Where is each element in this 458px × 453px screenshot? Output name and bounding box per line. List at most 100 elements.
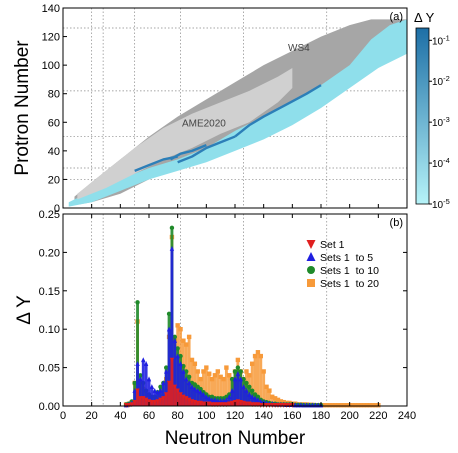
bar bbox=[138, 379, 142, 406]
point bbox=[258, 403, 263, 408]
bar bbox=[233, 379, 237, 406]
point bbox=[178, 361, 183, 366]
point bbox=[344, 403, 349, 408]
point bbox=[181, 394, 186, 400]
bar bbox=[256, 352, 260, 406]
point bbox=[143, 397, 149, 403]
x-tick-label: 20 bbox=[86, 410, 98, 422]
point bbox=[198, 376, 203, 382]
point bbox=[244, 387, 249, 393]
point bbox=[367, 403, 372, 408]
bar bbox=[159, 399, 162, 406]
point bbox=[198, 386, 203, 392]
point bbox=[252, 395, 258, 401]
colorbar-tick-label: 10-3 bbox=[432, 115, 450, 129]
bar bbox=[239, 379, 243, 406]
point bbox=[143, 361, 149, 366]
point bbox=[166, 311, 172, 317]
point bbox=[336, 403, 341, 408]
high-sensitivity-segment bbox=[134, 155, 178, 172]
bar bbox=[173, 340, 177, 406]
point bbox=[224, 365, 229, 370]
point bbox=[181, 363, 186, 369]
x-tick-label: 60 bbox=[143, 410, 155, 422]
bar bbox=[227, 375, 231, 406]
point bbox=[215, 397, 220, 403]
bar bbox=[187, 382, 191, 406]
bar bbox=[170, 248, 174, 406]
bar bbox=[141, 359, 145, 406]
legend-marker-triangle-up bbox=[306, 252, 316, 261]
panel-b-y-axis-label: Δ Y bbox=[14, 295, 35, 325]
bar bbox=[222, 379, 225, 406]
bar bbox=[253, 398, 257, 406]
point bbox=[192, 361, 198, 366]
point bbox=[152, 399, 157, 405]
point bbox=[224, 397, 229, 403]
panel-a-y-ticks: 0 20 40 60 80 100 120 140 bbox=[42, 3, 67, 215]
legend-item-set-1: Set 1 bbox=[306, 239, 345, 251]
panel-a-regions bbox=[68, 19, 407, 207]
point bbox=[270, 394, 275, 399]
point bbox=[166, 326, 172, 332]
point bbox=[212, 397, 218, 403]
point bbox=[247, 384, 252, 389]
point bbox=[201, 391, 206, 397]
point bbox=[204, 394, 209, 399]
point bbox=[186, 374, 192, 380]
point bbox=[327, 403, 332, 408]
colorbar-tick-label: 10-4 bbox=[432, 156, 450, 170]
point bbox=[272, 403, 278, 408]
point bbox=[241, 384, 246, 389]
point bbox=[141, 357, 146, 363]
point bbox=[275, 397, 281, 403]
bar bbox=[138, 398, 142, 406]
bar bbox=[136, 390, 139, 406]
point bbox=[364, 403, 370, 408]
bar bbox=[136, 363, 139, 406]
point bbox=[250, 388, 255, 393]
y-tick-label: 80 bbox=[48, 89, 60, 101]
bar bbox=[213, 375, 217, 406]
bar bbox=[199, 392, 203, 406]
point bbox=[155, 389, 160, 395]
point bbox=[178, 353, 183, 359]
panel-a-label: (a) bbox=[390, 11, 403, 23]
point bbox=[255, 397, 261, 403]
high-sensitivity-segment bbox=[177, 135, 236, 164]
point bbox=[169, 245, 175, 251]
panel-b-x-ticks: 0 20 40 60 80 100 120 140 160 180 200 220 240 bbox=[60, 214, 416, 422]
point bbox=[161, 396, 166, 402]
point bbox=[321, 403, 327, 408]
point bbox=[129, 402, 134, 408]
point bbox=[198, 389, 203, 395]
point bbox=[241, 376, 246, 382]
bar bbox=[227, 396, 231, 406]
x-tick-label: 140 bbox=[254, 410, 272, 422]
point bbox=[275, 403, 281, 408]
panel-a-y-axis-label: Protron Number bbox=[12, 40, 33, 176]
bar bbox=[210, 379, 214, 406]
colorbar: Δ Y 10-1 10-2 10-3 10-4 10-5 bbox=[414, 10, 450, 211]
x-tick-label: 120 bbox=[226, 410, 244, 422]
point bbox=[287, 403, 292, 408]
point bbox=[353, 403, 358, 408]
point bbox=[341, 403, 347, 408]
point bbox=[338, 403, 344, 408]
point bbox=[201, 369, 206, 374]
point bbox=[227, 373, 232, 378]
point bbox=[267, 388, 272, 393]
bar bbox=[170, 359, 174, 406]
bar bbox=[184, 398, 188, 406]
x-tick-label: 200 bbox=[340, 410, 358, 422]
point bbox=[272, 396, 278, 401]
point bbox=[178, 392, 183, 398]
y-tick-label: 20 bbox=[48, 174, 60, 186]
colorbar-ticks: 10-1 10-2 10-3 10-4 10-5 bbox=[429, 33, 450, 211]
colorbar-gradient bbox=[415, 27, 430, 205]
point bbox=[186, 334, 192, 340]
ame2020-region-label: AME2020 bbox=[182, 119, 226, 130]
point bbox=[152, 387, 157, 393]
point bbox=[212, 402, 218, 408]
